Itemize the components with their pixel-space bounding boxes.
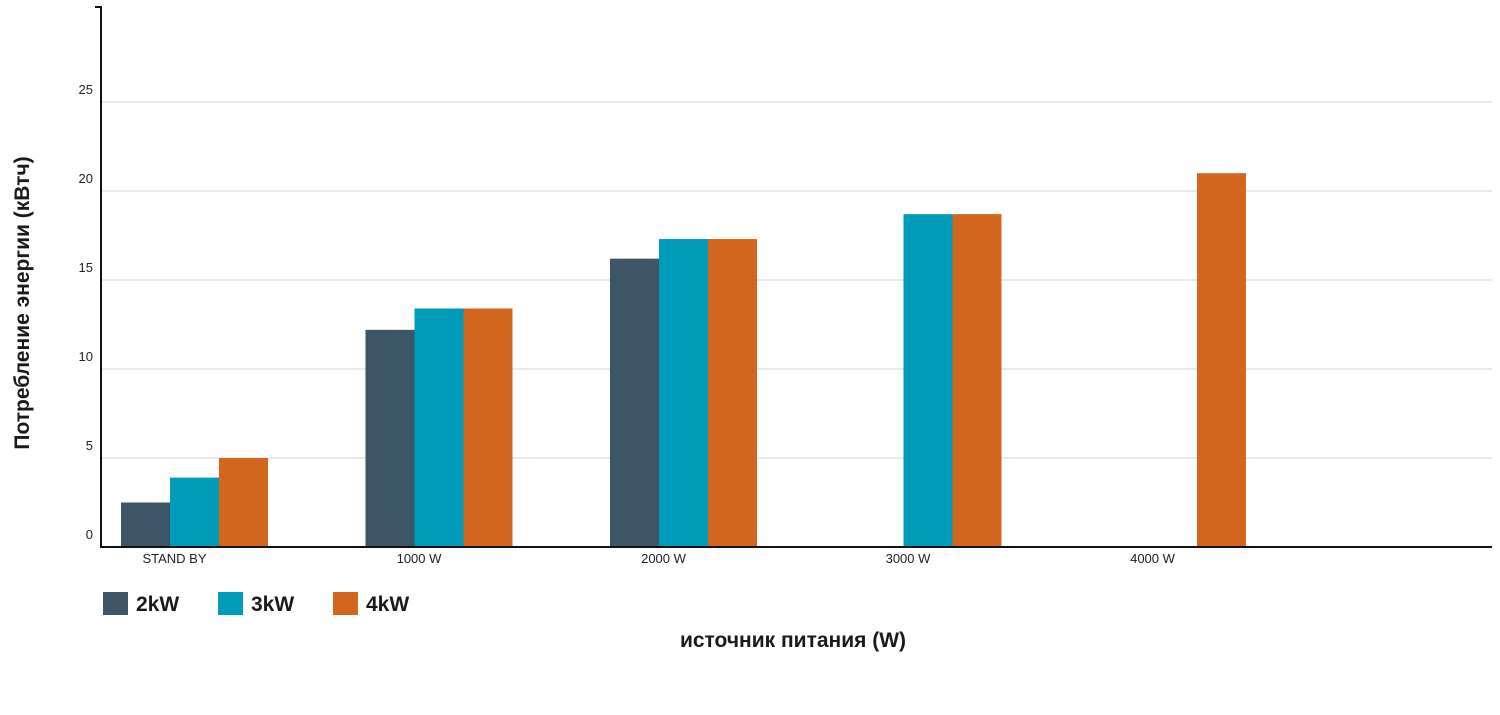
- bars: [121, 173, 1246, 547]
- bar: [659, 239, 708, 547]
- x-tick-labels: STAND BY 1000 W 2000 W 3000 W 4000 W: [142, 551, 1175, 566]
- y-tick-labels: 0 5 10 15 20 25: [79, 82, 93, 542]
- x-tick-label: STAND BY: [142, 551, 206, 566]
- x-axis-label: источник питания (W): [680, 629, 906, 652]
- x-tick-label: 4000 W: [1130, 551, 1176, 566]
- x-tick-label: 1000 W: [397, 551, 443, 566]
- bar: [1197, 173, 1246, 547]
- bar: [365, 329, 415, 547]
- bar: [414, 308, 464, 547]
- legend-swatch: [103, 592, 128, 615]
- axes: [95, 6, 1492, 548]
- legend-label: 4kW: [366, 593, 409, 616]
- legend-swatch: [333, 592, 358, 615]
- x-tick-label: 2000 W: [641, 551, 687, 566]
- y-tick-label: 20: [79, 171, 93, 186]
- y-tick-label: 25: [79, 82, 93, 97]
- bar: [170, 477, 219, 547]
- legend-label: 2kW: [136, 593, 179, 616]
- y-tick-label: 15: [79, 260, 93, 275]
- bar: [903, 214, 953, 547]
- gridlines: [102, 101, 1492, 459]
- x-tick-label: 3000 W: [886, 551, 932, 566]
- y-tick-label: 0: [86, 527, 93, 542]
- bar: [610, 258, 659, 547]
- legend: 2kW 3kW 4kW: [103, 592, 409, 616]
- legend-label: 3kW: [251, 593, 294, 616]
- bar: [121, 502, 170, 547]
- bar: [708, 239, 757, 547]
- bar: [463, 308, 513, 547]
- legend-swatch: [218, 592, 243, 615]
- y-axis-label: Потребление энергии (кВтч): [11, 156, 34, 449]
- bar: [219, 458, 268, 547]
- y-tick-label: 5: [86, 438, 93, 453]
- y-tick-label: 10: [79, 349, 93, 364]
- bar: [952, 214, 1002, 547]
